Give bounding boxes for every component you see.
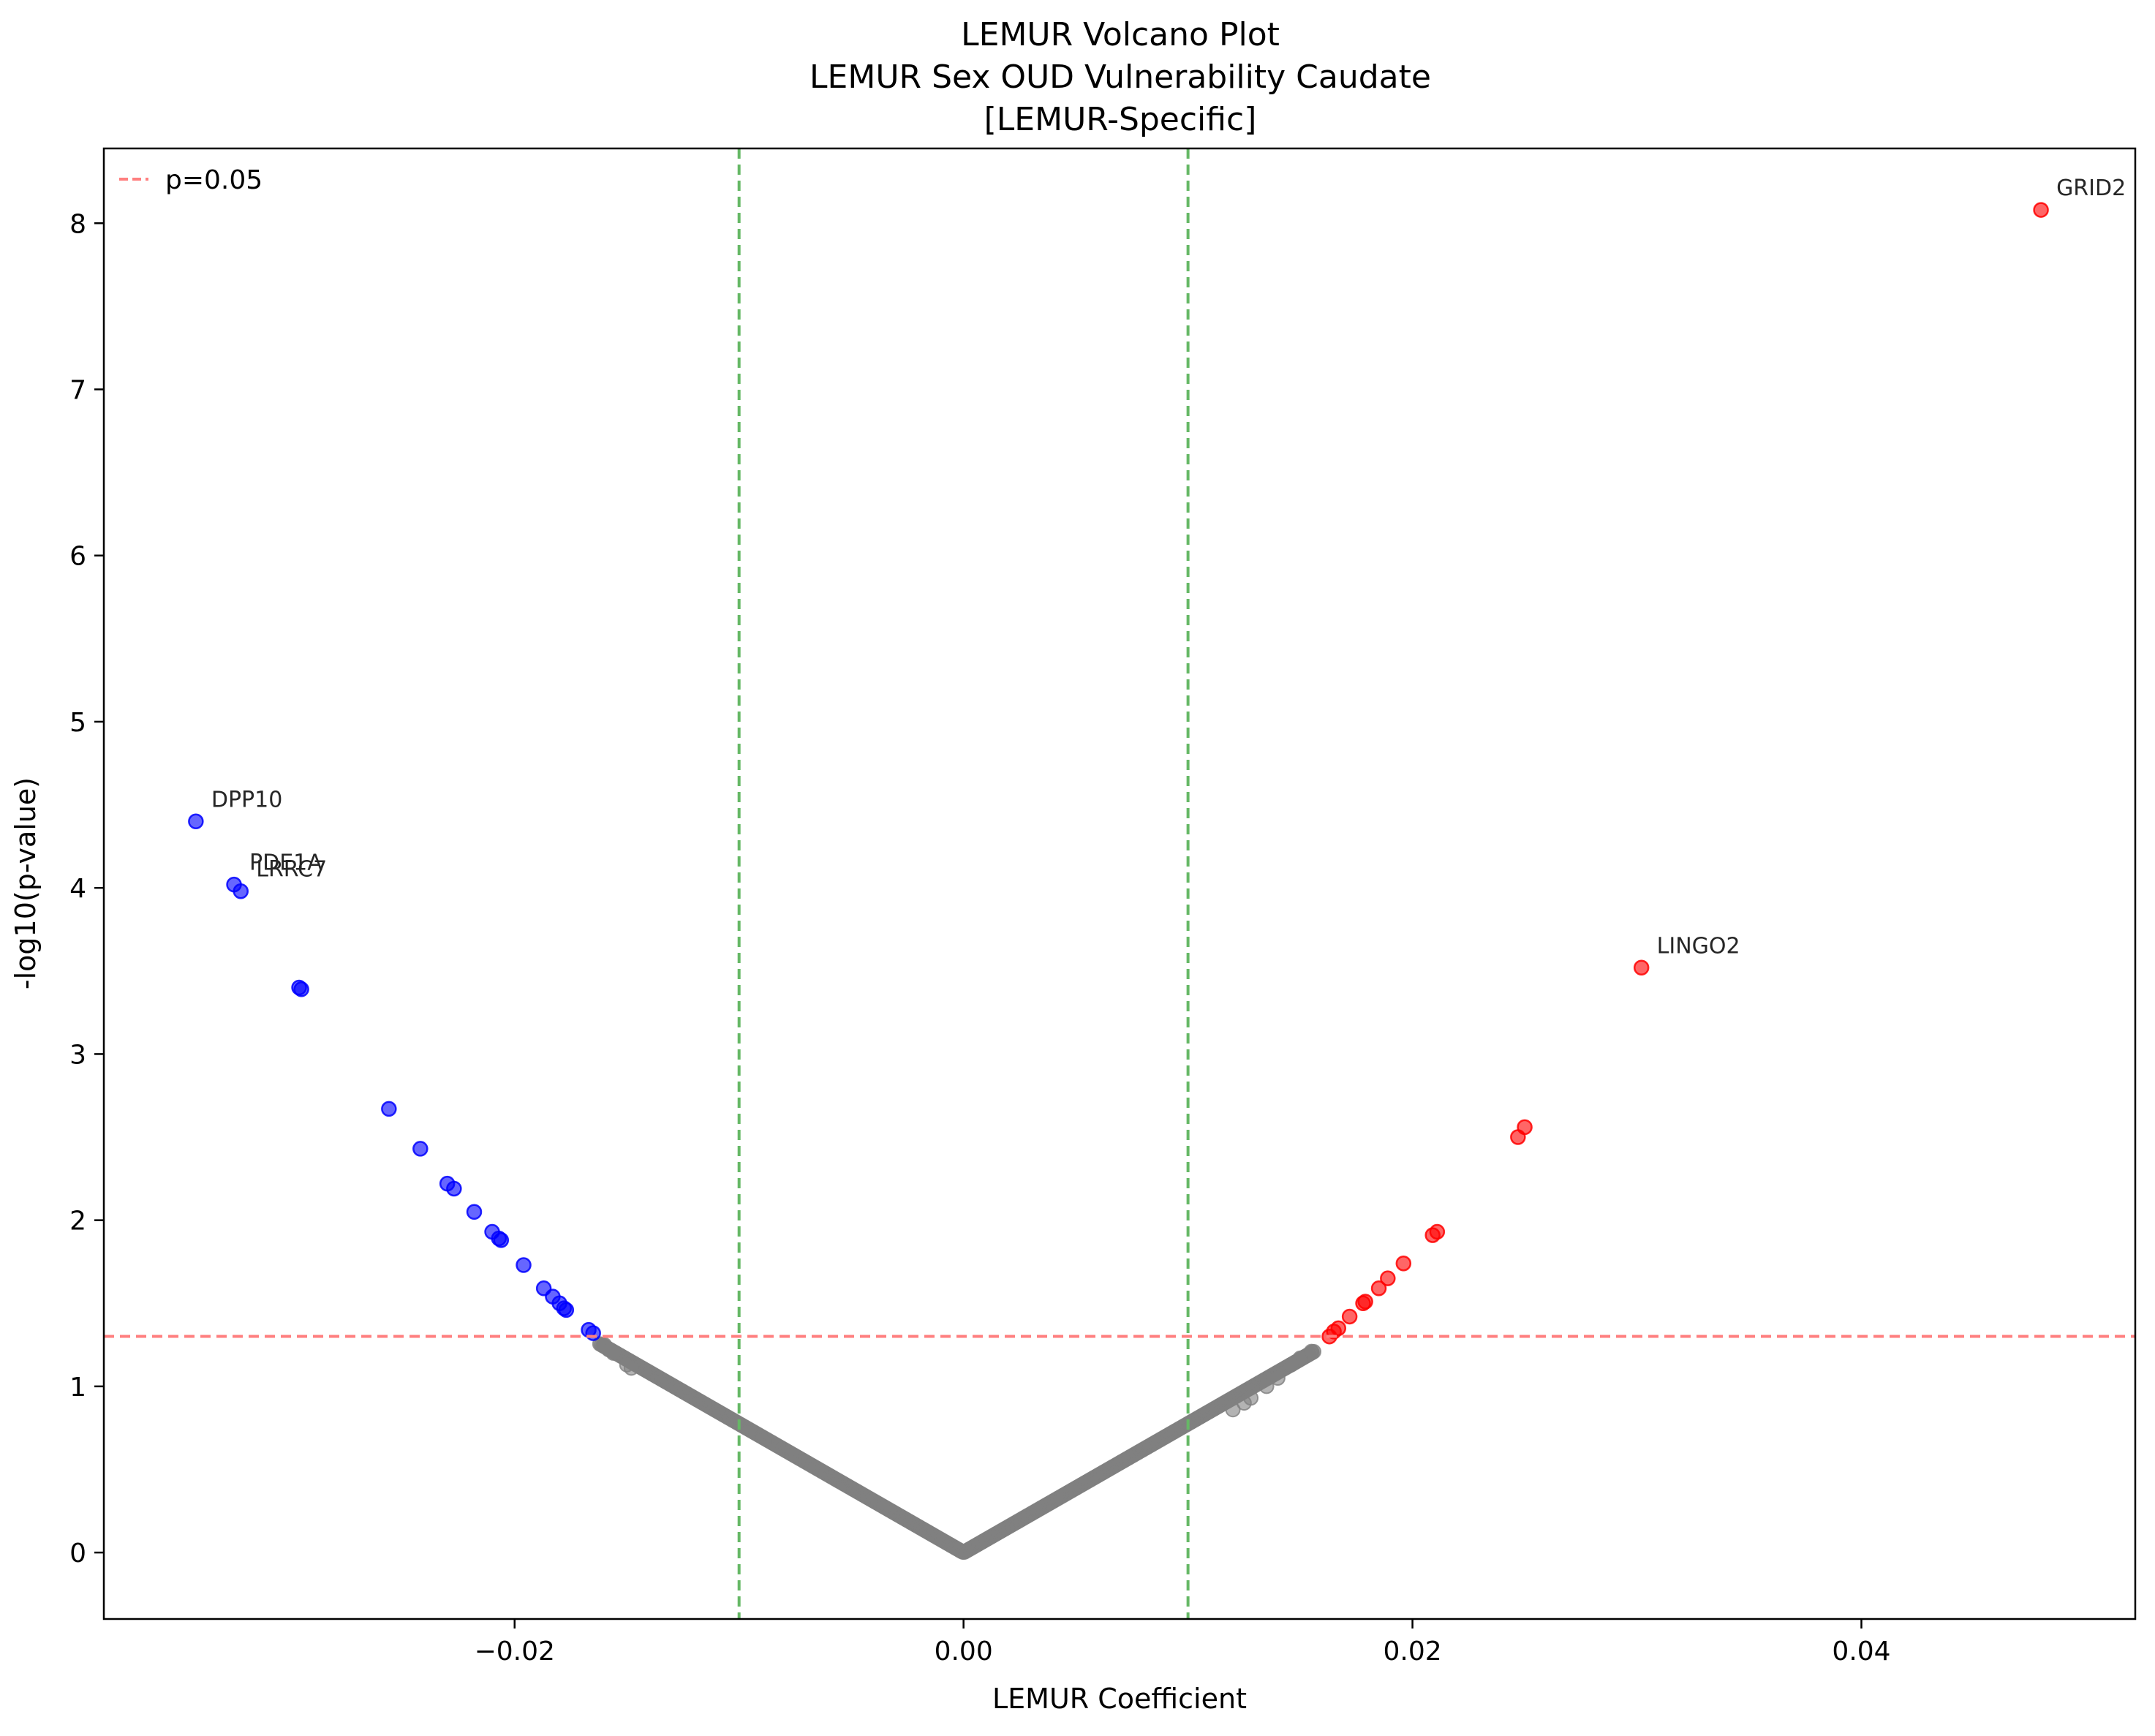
y-tick-label: 3	[69, 1040, 86, 1070]
point-not-significant	[623, 1360, 639, 1376]
point-down-regulated	[516, 1257, 532, 1273]
point-up-regulated	[2033, 202, 2049, 218]
point-up-regulated	[1424, 1227, 1441, 1243]
points-layer	[188, 202, 2049, 1560]
y-tick-label: 8	[69, 209, 86, 239]
point-down-regulated	[466, 1204, 483, 1220]
legend-label: p=0.05	[165, 165, 263, 195]
gene-annotation: DPP10	[211, 787, 282, 812]
point-down-regulated	[493, 1232, 510, 1248]
y-tick-label: 7	[69, 375, 86, 405]
point-not-significant	[1269, 1370, 1286, 1386]
y-tick-label: 5	[69, 708, 86, 738]
x-tick-label: 0.04	[1832, 1637, 1890, 1667]
y-tick-label: 1	[69, 1373, 86, 1403]
chart-title: LEMUR Volcano Plot LEMUR Sex OUD Vulnera…	[809, 16, 1431, 138]
x-tick-label: 0.02	[1384, 1637, 1442, 1667]
point-up-regulated	[1370, 1280, 1387, 1297]
title-line-1: LEMUR Volcano Plot	[961, 16, 1280, 53]
point-down-regulated	[293, 981, 309, 997]
y-tick-label: 6	[69, 542, 86, 572]
point-up-regulated	[1633, 959, 1650, 976]
y-axis: 0 1 2 3 4 5 6 7 8	[69, 209, 104, 1569]
point-not-significant	[1258, 1378, 1275, 1395]
point-down-regulated	[446, 1180, 462, 1197]
y-tick-label: 2	[69, 1207, 86, 1237]
title-line-2: LEMUR Sex OUD Vulnerability Caudate	[809, 59, 1431, 96]
point-up-regulated	[1380, 1270, 1396, 1286]
gene-annotation: LRRC7	[256, 857, 327, 883]
plot-frame	[102, 147, 2137, 1620]
point-up-regulated	[1341, 1308, 1358, 1325]
point-not-significant	[1283, 1356, 1299, 1373]
y-axis-label: -log10(p-value)	[10, 777, 42, 989]
point-down-regulated	[585, 1325, 601, 1341]
point-up-regulated	[1510, 1129, 1526, 1145]
y-tick-label: 0	[69, 1539, 86, 1569]
legend: p=0.05	[119, 165, 263, 195]
x-axis: −0.02 0.00 0.02 0.04	[475, 1619, 1891, 1667]
point-down-regulated	[412, 1141, 429, 1157]
gene-annotation: LINGO2	[1657, 933, 1740, 959]
point-up-regulated	[1395, 1255, 1412, 1272]
point-not-significant	[1236, 1395, 1252, 1411]
point-not-significant	[1303, 1343, 1319, 1359]
point-down-regulated	[188, 813, 204, 830]
point-down-regulated	[558, 1302, 575, 1318]
x-tick-label: −0.02	[475, 1637, 555, 1667]
point-down-regulated	[233, 883, 249, 899]
gene-annotation: PDE1A	[249, 850, 322, 876]
y-tick-label: 4	[69, 874, 86, 904]
point-not-significant	[605, 1345, 622, 1361]
point-not-significant	[1225, 1402, 1241, 1418]
reference-lines	[104, 148, 2135, 1619]
gene-annotation: GRID2	[2056, 176, 2126, 201]
x-tick-label: 0.00	[935, 1637, 993, 1667]
point-up-regulated	[1355, 1295, 1371, 1312]
point-down-regulated	[381, 1101, 397, 1117]
title-line-3: [LEMUR-Specific]	[984, 101, 1257, 138]
x-axis-label: LEMUR Coefficient	[992, 1683, 1247, 1715]
